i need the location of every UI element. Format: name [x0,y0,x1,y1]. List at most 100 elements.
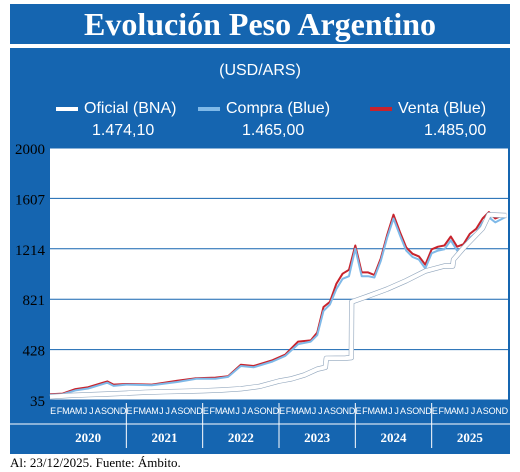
month-tick-label: O [107,406,114,416]
month-tick-label: N [419,406,426,416]
month-tick-label: F [286,406,292,416]
series-line-venta [49,211,507,396]
month-tick-label: S [101,406,107,416]
month-tick-label: A [146,406,152,416]
legend-label-oficial: Oficial (BNA) [84,100,177,117]
month-tick-label: J [159,406,164,416]
legend-label-venta: Venta (Blue) [398,100,487,117]
month-tick-label: O [260,406,267,416]
month-tick-label: D [425,406,432,416]
month-tick-label: F [438,406,444,416]
month-tick-label: A [324,406,330,416]
month-tick-label: J [471,406,476,416]
month-tick-label: S [177,406,183,416]
month-tick-label: O [336,406,343,416]
month-tick-label: N [190,406,197,416]
y-tick-label-2: 1214 [15,243,46,259]
legend-item-compra: Compra (Blue) [198,100,330,118]
month-tick-label: J [464,406,469,416]
month-tick-label: E [50,406,56,416]
month-tick-label: A [247,406,253,416]
legend-value-compra: 1.465,00 [242,122,305,139]
month-tick-label: J [312,406,317,416]
month-tick-label: A [476,406,482,416]
legend-value-venta: 1.485,00 [424,122,487,139]
month-tick-label: S [406,406,412,416]
month-tick-label: J [89,406,94,416]
chart-subtitle: (USD/ARS) [219,62,301,79]
month-tick-label: F [133,406,139,416]
month-tick-label: M [291,406,299,416]
month-tick-label: S [330,406,336,416]
year-label-2020: 2020 [75,430,101,445]
month-tick-label: N [343,406,350,416]
series-line-compra [49,215,507,396]
chart-title: Evolución Peso Argentino [10,4,510,44]
plot-background [50,148,508,400]
month-tick-label: M [457,406,465,416]
month-tick-label: J [388,406,393,416]
month-tick-label: E [279,406,285,416]
month-tick-label: M [304,406,312,416]
month-tick-label: M [215,406,223,416]
y-tick-label-1: 1607 [15,192,46,208]
month-tick-label: J [242,406,247,416]
legend-swatch-oficial [56,106,78,111]
month-tick-label: O [412,406,419,416]
year-label-2025: 2025 [457,430,484,445]
month-tick-label: E [203,406,209,416]
month-tick-label: D [273,406,280,416]
month-tick-label: S [483,406,489,416]
year-label-2023: 2023 [304,430,331,445]
month-tick-label: A [451,406,457,416]
month-tick-label: N [495,406,502,416]
year-label-2024: 2024 [381,430,408,445]
month-tick-label: A [95,406,101,416]
y-tick-label-3: 821 [23,293,46,309]
year-label-2022: 2022 [228,430,254,445]
month-tick-label: E [127,406,133,416]
month-tick-label: F [362,406,368,416]
month-tick-label: E [356,406,362,416]
month-tick-label: S [254,406,260,416]
month-tick-label: E [432,406,438,416]
legend-swatch-compra [198,106,220,111]
footer-source: Al: 23/12/2025. Fuente: Ámbito. [10,455,181,470]
month-tick-label: A [69,406,75,416]
month-tick-label: M [444,406,452,416]
legend-item-oficial: Oficial (BNA) [56,100,176,118]
month-tick-label: D [349,406,356,416]
month-tick-label: D [502,406,509,416]
month-tick-label: M [151,406,159,416]
month-tick-label: J [318,406,323,416]
month-tick-label: J [235,406,240,416]
month-tick-label: O [489,406,496,416]
y-tick-label-0: 2000 [15,142,45,158]
series-line-oficial [49,212,507,399]
month-tick-label: M [228,406,236,416]
month-tick-label: M [367,406,375,416]
month-tick-label: A [375,406,381,416]
month-tick-label: F [57,406,63,416]
month-tick-label: A [400,406,406,416]
legend-label-compra: Compra (Blue) [226,100,331,117]
month-tick-label: D [196,406,203,416]
month-tick-label: M [75,406,83,416]
month-tick-label: A [171,406,177,416]
legend-swatch-venta [370,106,392,111]
month-tick-label: A [222,406,228,416]
y-tick-label-5: 35 [30,394,45,410]
legend-item-venta: Venta (Blue) [370,100,486,118]
month-tick-label: M [138,406,146,416]
month-tick-label: A [298,406,304,416]
month-tick-label: N [266,406,273,416]
y-tick-label-4: 428 [23,344,46,360]
year-label-2021: 2021 [152,430,178,445]
legend-value-oficial: 1.474,10 [92,122,155,139]
month-tick-label: N [114,406,121,416]
month-tick-label: O [183,406,190,416]
month-tick-label: J [394,406,399,416]
month-tick-label: J [83,406,88,416]
